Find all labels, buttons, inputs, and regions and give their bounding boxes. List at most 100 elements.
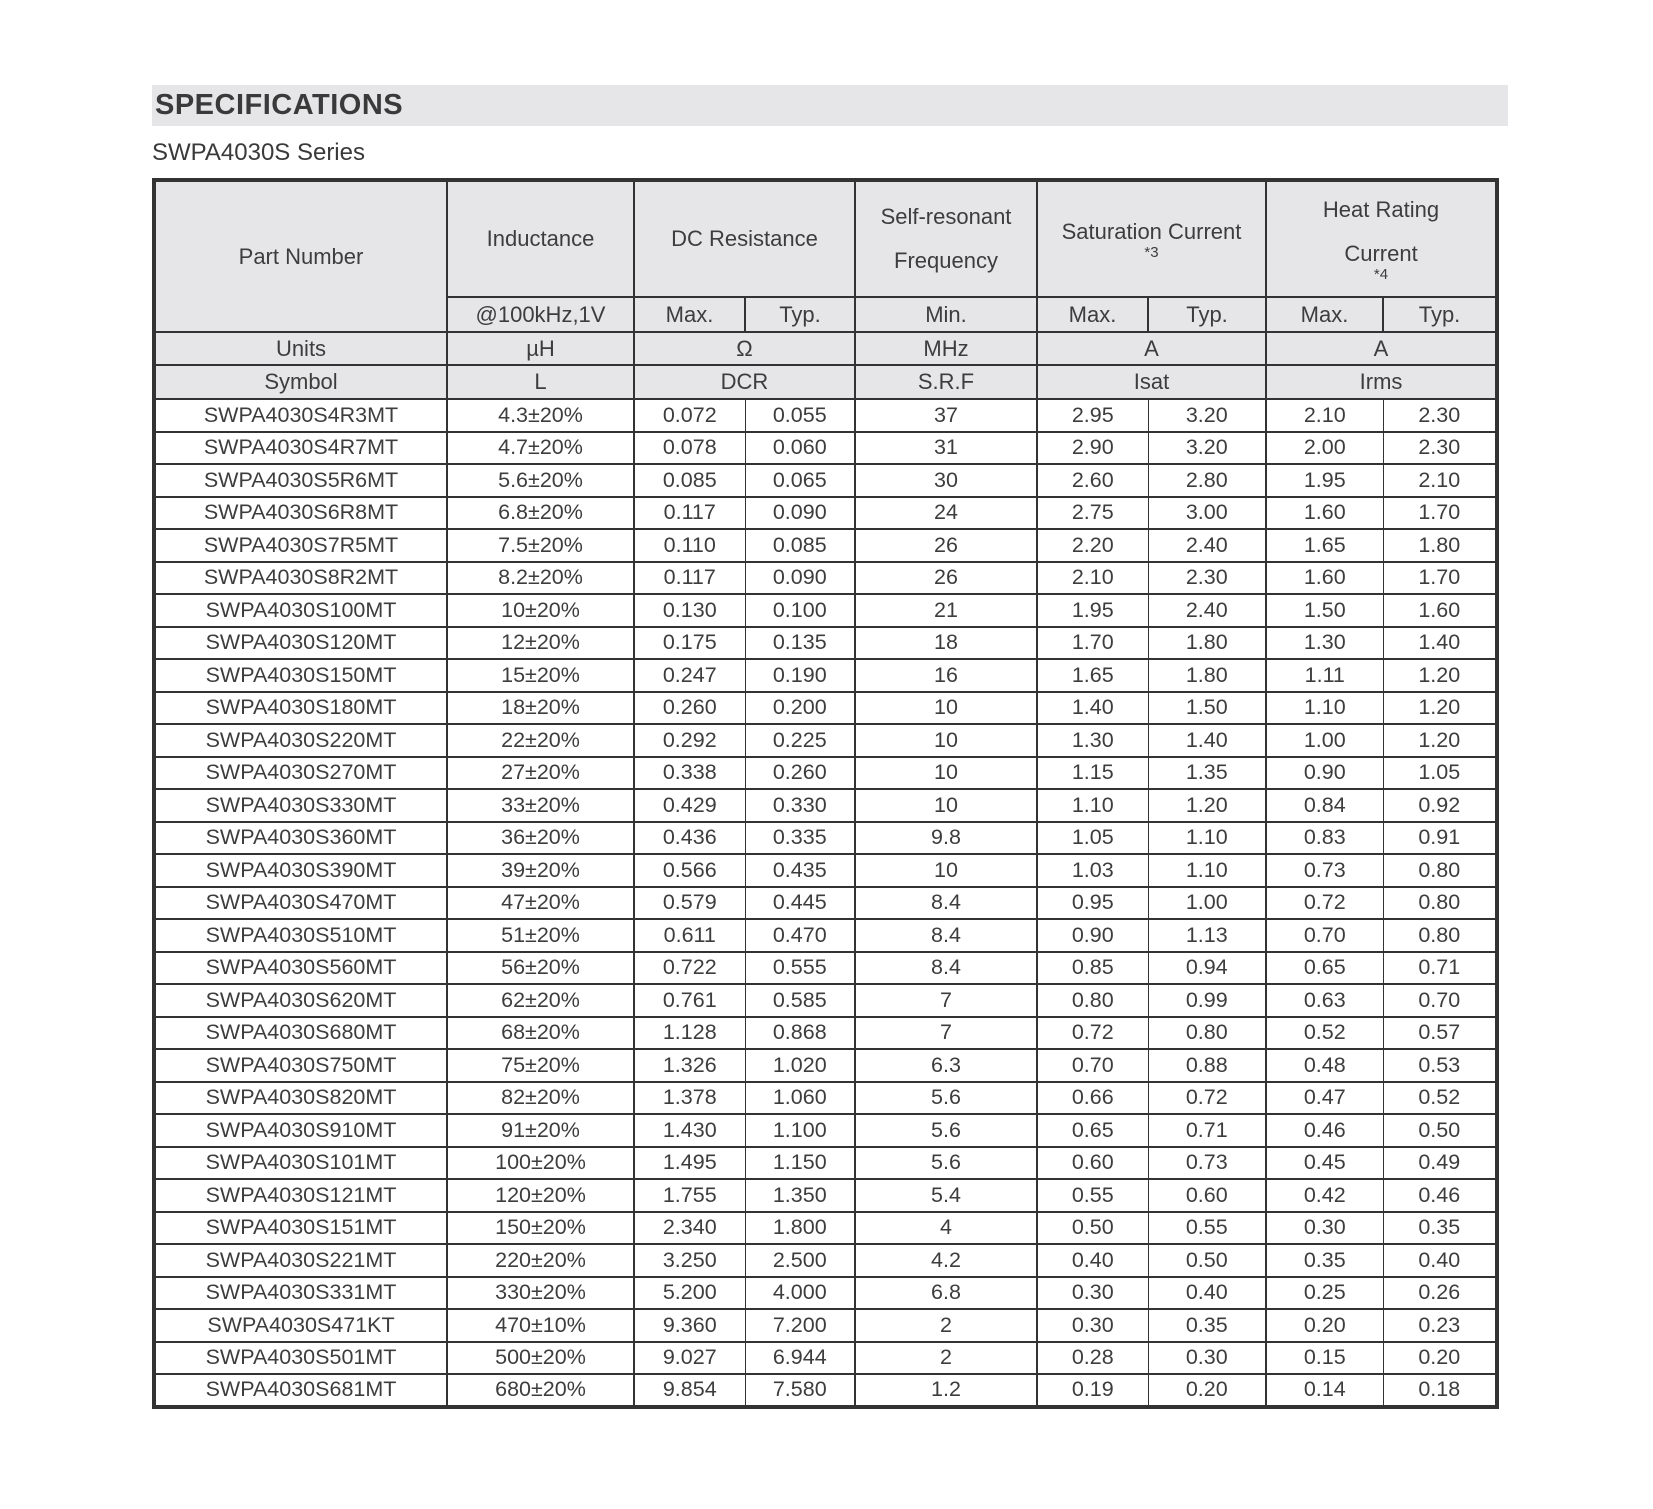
sat-typ-cell: 1.13 (1147, 918, 1268, 953)
sat-max-cell: 0.65 (1036, 1113, 1149, 1148)
col-header-heat-rating-current: Heat Rating Current *4 (1265, 179, 1499, 298)
units-heat: A (1265, 331, 1499, 366)
part-number-cell: SWPA4030S270MT (153, 755, 448, 790)
sat-typ-cell: 2.80 (1147, 463, 1268, 498)
symbol-dcr: DCR (633, 364, 856, 400)
sat-max-cell: 0.28 (1036, 1340, 1149, 1375)
heat-typ-cell: 0.23 (1382, 1308, 1499, 1343)
dcr-typ-cell: 0.065 (744, 463, 856, 498)
dcr-max-cell: 0.611 (633, 918, 746, 953)
dcr-typ-cell: 0.470 (744, 918, 856, 953)
heat-typ-cell: 1.70 (1382, 560, 1499, 595)
sat-typ-cell: 0.80 (1147, 1015, 1268, 1050)
srf-min-cell: 37 (854, 398, 1038, 433)
srf-min-cell: 6.8 (854, 1275, 1038, 1310)
dcr-max-cell: 1.326 (633, 1048, 746, 1083)
dcr-typ-cell: 0.868 (744, 1015, 856, 1050)
header-row-groups: Part Number Inductance DC Resistance Sel… (153, 179, 1499, 333)
dcr-max-cell: 0.085 (633, 463, 746, 498)
inductance-cell: 4.3±20% (446, 398, 635, 433)
inductance-cell: 36±20% (446, 820, 635, 855)
table-row: SWPA4030S560MT 56±20% 0.722 0.555 8.4 0.85 0.9… (153, 950, 1499, 985)
dcr-typ-cell: 0.200 (744, 690, 856, 725)
part-number-cell: SWPA4030S8R2MT (153, 560, 448, 595)
part-number-cell: SWPA4030S390MT (153, 853, 448, 888)
srf-min-cell: 5.6 (854, 1113, 1038, 1148)
dcr-typ-cell: 4.000 (744, 1275, 856, 1310)
page-title: SPECIFICATIONS (155, 89, 404, 121)
dcr-max-cell: 0.117 (633, 560, 746, 595)
dcr-typ-cell: 1.060 (744, 1080, 856, 1115)
heat-max-cell: 0.42 (1265, 1178, 1384, 1213)
heat-typ-cell: 1.70 (1382, 495, 1499, 530)
dcr-typ-cell: 0.100 (744, 593, 856, 628)
table-row: SWPA4030S120MT 12±20% 0.175 0.135 18 1.70 1.80… (153, 625, 1499, 660)
table-row: SWPA4030S220MT 22±20% 0.292 0.225 10 1.30 1.40… (153, 723, 1499, 758)
part-number-cell: SWPA4030S120MT (153, 625, 448, 660)
part-number-cell: SWPA4030S560MT (153, 950, 448, 985)
dcr-typ-cell: 1.150 (744, 1145, 856, 1180)
dcr-max-cell: 0.436 (633, 820, 746, 855)
dcr-max-cell: 0.072 (633, 398, 746, 433)
part-number-cell: SWPA4030S680MT (153, 1015, 448, 1050)
sat-typ-cell: 0.60 (1147, 1178, 1268, 1213)
heat-max-cell: 0.35 (1265, 1243, 1384, 1278)
dcr-typ-cell: 0.335 (744, 820, 856, 855)
sat-typ-cell: 1.80 (1147, 625, 1268, 660)
subheader-dcr-max: Max. (633, 296, 746, 333)
dcr-typ-cell: 0.225 (744, 723, 856, 758)
part-number-cell: SWPA4030S471KT (153, 1308, 448, 1343)
heat-max-cell: 0.72 (1265, 885, 1384, 920)
symbol-inductance: L (446, 364, 635, 400)
part-number-cell: SWPA4030S4R7MT (153, 430, 448, 465)
table-row: SWPA4030S510MT 51±20% 0.611 0.470 8.4 0.90 1.1… (153, 918, 1499, 953)
dcr-max-cell: 5.200 (633, 1275, 746, 1310)
symbol-row: Symbol L DCR S.R.F Isat Irms (153, 364, 1499, 400)
table-row: SWPA4030S681MT 680±20% 9.854 7.580 1.2 0.19 0.… (153, 1373, 1499, 1408)
heat-typ-cell: 1.20 (1382, 723, 1499, 758)
heat-typ-cell: 1.60 (1382, 593, 1499, 628)
sat-typ-cell: 0.71 (1147, 1113, 1268, 1148)
heat-typ-cell: 0.57 (1382, 1015, 1499, 1050)
sat-max-cell: 1.10 (1036, 788, 1149, 823)
dcr-typ-cell: 0.090 (744, 495, 856, 530)
srf-min-cell: 5.6 (854, 1080, 1038, 1115)
part-number-cell: SWPA4030S501MT (153, 1340, 448, 1375)
sat-max-cell: 0.55 (1036, 1178, 1149, 1213)
table-row: SWPA4030S101MT 100±20% 1.495 1.150 5.6 0.60 0.… (153, 1145, 1499, 1180)
inductance-cell: 10±20% (446, 593, 635, 628)
heat-max-cell: 0.52 (1265, 1015, 1384, 1050)
inductance-cell: 12±20% (446, 625, 635, 660)
inductance-cell: 62±20% (446, 983, 635, 1018)
dcr-max-cell: 2.340 (633, 1210, 746, 1245)
heat-max-cell: 1.65 (1265, 528, 1384, 563)
dcr-typ-cell: 0.555 (744, 950, 856, 985)
table-row: SWPA4030S7R5MT 7.5±20% 0.110 0.085 26 2.20 2.4… (153, 528, 1499, 563)
heat-max-cell: 1.11 (1265, 658, 1384, 693)
table-row: SWPA4030S620MT 62±20% 0.761 0.585 7 0.80 0.99 0… (153, 983, 1499, 1018)
heat-typ-cell: 0.92 (1382, 788, 1499, 823)
heat-typ-cell: 0.18 (1382, 1373, 1499, 1408)
sat-typ-cell: 0.30 (1147, 1340, 1268, 1375)
part-number-cell: SWPA4030S910MT (153, 1113, 448, 1148)
dcr-typ-cell: 0.330 (744, 788, 856, 823)
dcr-max-cell: 1.755 (633, 1178, 746, 1213)
table-row: SWPA4030S150MT 15±20% 0.247 0.190 16 1.65 1.80… (153, 658, 1499, 693)
dcr-max-cell: 0.579 (633, 885, 746, 920)
sat-typ-cell: 0.35 (1147, 1308, 1268, 1343)
inductance-cell: 75±20% (446, 1048, 635, 1083)
part-number-cell: SWPA4030S750MT (153, 1048, 448, 1083)
srf-min-cell: 6.3 (854, 1048, 1038, 1083)
srf-min-cell: 26 (854, 560, 1038, 595)
heat-max-cell: 0.84 (1265, 788, 1384, 823)
table-row: SWPA4030S331MT 330±20% 5.200 4.000 6.8 0.30 0.… (153, 1275, 1499, 1310)
spec-table: Part Number Inductance DC Resistance Sel… (152, 178, 1500, 1409)
heat-max-cell: 0.70 (1265, 918, 1384, 953)
sat-max-cell: 2.60 (1036, 463, 1149, 498)
dcr-max-cell: 1.430 (633, 1113, 746, 1148)
sat-typ-cell: 1.00 (1147, 885, 1268, 920)
heat-max-cell: 0.45 (1265, 1145, 1384, 1180)
part-number-cell: SWPA4030S101MT (153, 1145, 448, 1180)
sat-max-cell: 1.03 (1036, 853, 1149, 888)
